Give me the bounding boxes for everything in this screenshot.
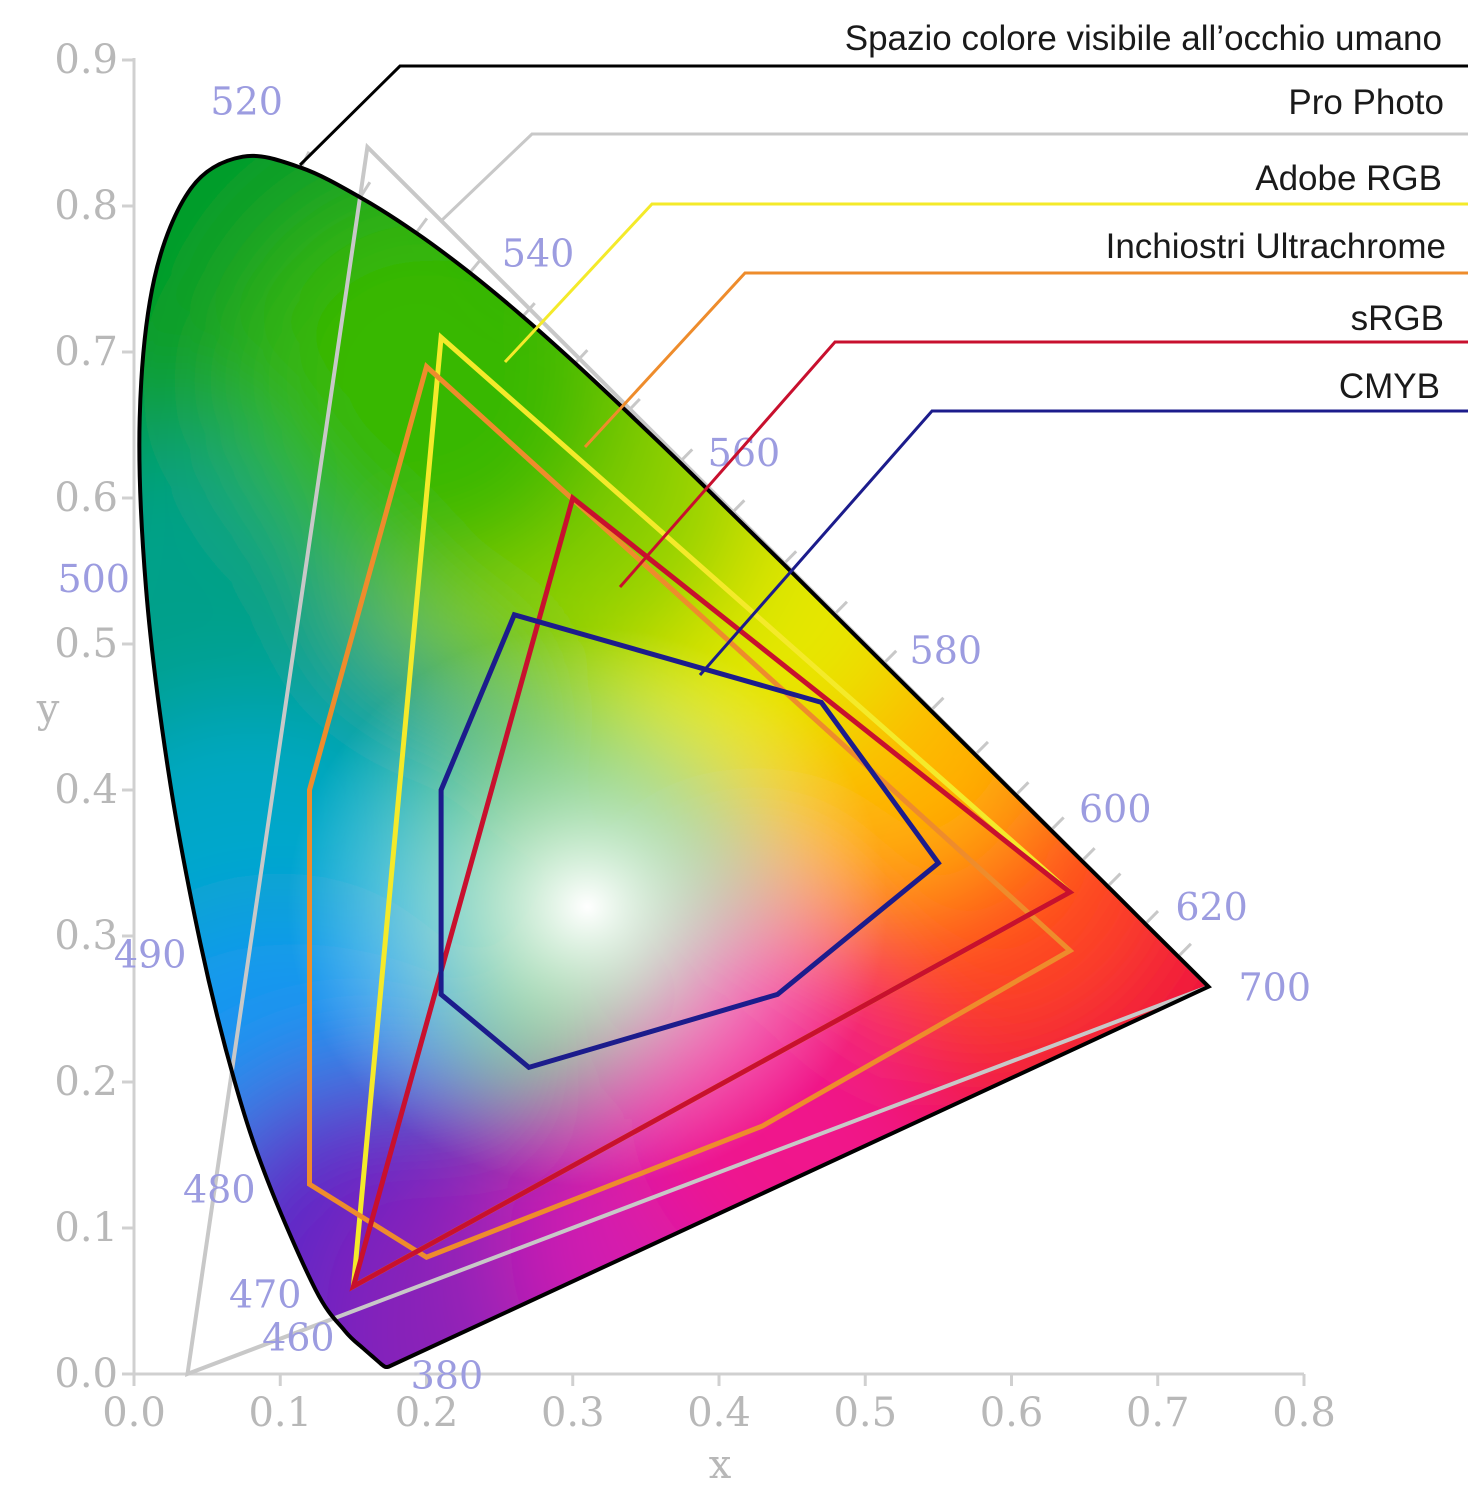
wavelength-label: 490 (114, 932, 187, 976)
x-tick-label: 0.7 (1126, 1390, 1190, 1436)
x-tick-label: 0.3 (541, 1390, 605, 1436)
x-tick-label: 0.1 (248, 1390, 312, 1436)
gamut-cmyb (438, 611, 942, 1071)
y-tick-label: 0.5 (54, 621, 118, 667)
leader-line-inchiostri-ultrachrome (583, 271, 1468, 449)
x-tick-label: 0.2 (395, 1390, 459, 1436)
y-tick-label: 0.3 (54, 913, 118, 959)
leader-line-pro-photo (438, 132, 1468, 224)
wavelength-label: 380 (411, 1354, 484, 1398)
y-tick-label: 0.7 (54, 329, 118, 375)
wavelength-label: 470 (229, 1273, 302, 1317)
legend: Spazio colore visibile all’occhio umano P… (298, 19, 1468, 676)
wavelength-tick (1014, 781, 1030, 797)
wavelength-label: 500 (57, 557, 130, 601)
y-tick-label: 0.1 (54, 1205, 118, 1251)
legend-label-adobe-rgb: Adobe RGB (1255, 159, 1442, 198)
legend-label-spazio-colore-visibile-all-occhio-umano: Spazio colore visibile all’occhio umano (845, 19, 1442, 58)
y-tick-label: 0.6 (54, 475, 118, 521)
wavelength-label: 580 (910, 629, 983, 673)
spectral-locus-outline (137, 153, 1212, 1370)
wavelength-tick (1144, 910, 1160, 925)
wavelength-label: 560 (708, 431, 781, 475)
leader-line-adobe-rgb (503, 202, 1468, 364)
leader-line-srgb (618, 340, 1468, 588)
y-axis-title: y (36, 686, 60, 732)
axes: 0.0 0.1 0.2 0.3 0.4 0.5 0.6 0.7 0.8 0.0 0.1 0.2 0.3 0… (36, 37, 1336, 1488)
y-tick-label: 0.8 (54, 183, 118, 229)
wavelength-tick (1080, 847, 1096, 863)
x-tick-label: 0.6 (980, 1390, 1044, 1436)
leader-line-spazio-colore-visibile-all-occhio-umano (298, 64, 1468, 167)
x-axis-title: x (709, 1442, 732, 1488)
y-tick-label: 0.9 (54, 37, 118, 83)
wavelength-label: 700 (1238, 966, 1311, 1010)
wavelength-tick (414, 217, 429, 234)
y-tick-label: 0.4 (54, 767, 118, 813)
spectral-locus-line (137, 153, 1212, 1370)
x-tick-label: 0.4 (687, 1390, 751, 1436)
legend-label-srgb: sRGB (1351, 299, 1444, 338)
wavelength-tick (929, 696, 945, 712)
leader-line-cmyb (698, 409, 1468, 676)
wavelength-tick (1106, 872, 1122, 888)
legend-label-inchiostri-ultrachrome: Inchiostri Ultrachrome (1106, 227, 1446, 266)
wavelength-label: 480 (183, 1167, 256, 1211)
wavelength-tick (882, 649, 898, 665)
gamut-inchiostri-ultrachrome (307, 362, 1075, 1260)
gamut-srgb (349, 493, 1075, 1292)
legend-label-cmyb: CMYB (1339, 367, 1440, 406)
legend-label-pro-photo: Pro Photo (1288, 83, 1444, 122)
x-tick-label: 0.0 (102, 1390, 166, 1436)
wavelength-tick (1049, 816, 1065, 832)
wavelength-tick (573, 349, 589, 365)
wavelength-tick (974, 740, 990, 756)
wavelength-label: 540 (502, 232, 575, 276)
wavelength-label: 520 (210, 80, 283, 124)
x-tick-label: 0.8 (1272, 1390, 1336, 1436)
x-tick-label: 0.5 (833, 1390, 897, 1436)
y-tick-label: 0.2 (54, 1059, 118, 1105)
y-tick-label: 0.0 (54, 1351, 118, 1397)
wavelength-label: 600 (1079, 787, 1152, 831)
wavelength-tick (1177, 942, 1192, 958)
wavelength-label: 620 (1175, 885, 1248, 929)
wavelength-label: 460 (262, 1316, 335, 1360)
white-point-glow (287, 626, 888, 1187)
